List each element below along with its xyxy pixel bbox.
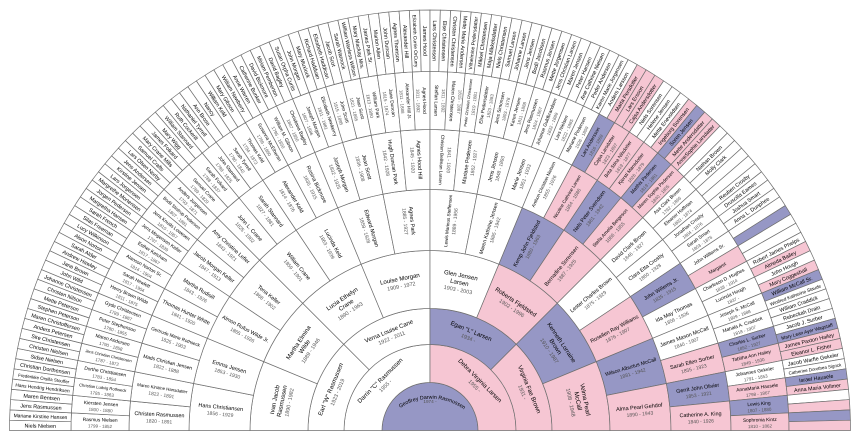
- svg-text:Jane Duncan1815 - 1874: Jane Duncan1815 - 1874: [382, 88, 397, 118]
- svg-text:Lewis Marinus Steffensen1889 -: Lewis Marinus Steffensen1889 - 1956: [443, 194, 461, 248]
- svg-text:Agnes Thomson: Agnes Thomson: [391, 23, 400, 63]
- svg-text:Frederikke Orsilla Stouffer: Frederikke Orsilla Stouffer: [18, 373, 70, 385]
- svg-text:Vilhelmine Pedersdatter: Vilhelmine Pedersdatter: [468, 16, 480, 70]
- svg-text:Sophronia Kintz1810 - 1862: Sophronia Kintz1810 - 1862: [743, 417, 778, 429]
- svg-text:Maren Bentsen: Maren Bentsen: [23, 393, 60, 402]
- svg-text:Christen Rasmussen1820 - 1891: Christen Rasmussen1820 - 1891: [134, 411, 185, 426]
- svg-text:Maren Christensen1815 - 1887: Maren Christensen1815 - 1887: [447, 81, 463, 123]
- svg-text:John Duncan: John Duncan: [381, 27, 390, 59]
- svg-text:Anna Maria Vollmer: Anna Maria Vollmer: [794, 383, 842, 394]
- svg-text:James Hood: James Hood: [421, 26, 427, 56]
- svg-text:Hans Christiansen1856 - 1929: Hans Christiansen1856 - 1929: [197, 403, 243, 420]
- svg-text:Agnes Hood Hill1845 - 1920: Agnes Hood Hill1845 - 1920: [408, 140, 423, 179]
- svg-text:Jean Scott1821 - 1895: Jean Scott1821 - 1895: [349, 96, 365, 122]
- svg-text:Christen Christensen: Christen Christensen: [448, 16, 457, 67]
- svg-text:Christen Bellman Larsen1841 -: Christen Bellman Larsen1841 - 1920: [438, 135, 453, 186]
- svg-text:Alexander Hill: Alexander Hill: [401, 25, 409, 59]
- svg-text:Catherine A. King1840 - 1926: Catherine A. King1840 - 1926: [679, 411, 722, 426]
- svg-text:Lars Christensen: Lars Christensen: [431, 20, 437, 61]
- svg-text:Alexander Hill Jr.1811 - 1888: Alexander Hill Jr.1811 - 1888: [398, 83, 412, 120]
- svg-text:Elizabeth Currie OrCurry: Elizabeth Currie OrCurry: [411, 15, 419, 68]
- svg-text:Kiersten Jensen1800 - 1880: Kiersten Jensen1800 - 1880: [83, 400, 118, 414]
- svg-text:Marion Allen: Marion Allen: [372, 29, 382, 59]
- svg-text:Christian Ludvig Rothseck1785: Christian Ludvig Rothseck1785 - 1863: [78, 382, 128, 399]
- svg-text:Alma Pearl Gehdof1890 - 1943: Alma Pearl Gehdof1890 - 1943: [616, 403, 664, 420]
- svg-text:Agnes Park1885 - 1927: Agnes Park1885 - 1927: [400, 206, 416, 236]
- svg-text:Mariane Kirstine Hansen: Mariane Kirstine Hansen: [14, 413, 68, 421]
- svg-text:1974 -: 1974 -: [423, 399, 437, 404]
- svg-text:Peder Christian Christensen181: Peder Christian Christensen1819 - 1881: [462, 78, 479, 127]
- svg-text:Mette Marie Andersen: Mette Marie Andersen: [457, 16, 468, 69]
- svg-text:AnnaMaria Hausele1798 - 1867: AnnaMaria Hausele1798 - 1867: [736, 383, 780, 400]
- svg-text:William Park1813 - 1890: William Park1813 - 1890: [365, 91, 381, 120]
- svg-text:Jens Rasmussen: Jens Rasmussen: [20, 403, 62, 412]
- svg-text:Lewis King1807 - 1880: Lewis King1807 - 1880: [747, 400, 772, 413]
- svg-text:Niels Nielsen: Niels Nielsen: [24, 424, 56, 430]
- svg-text:Israel Hausele: Israel Hausele: [799, 374, 834, 385]
- svg-text:Else Christensen: Else Christensen: [440, 21, 447, 62]
- svg-text:James Park Sr.: James Park Sr.: [361, 27, 373, 64]
- svg-text:Rasmus Nielsen1799 - 1852: Rasmus Nielsen1799 - 1852: [82, 417, 118, 429]
- svg-text:Sidse Nielsen: Sidse Nielsen: [30, 354, 64, 366]
- svg-text:Agnes Hood1811 - 1892: Agnes Hood1811 - 1892: [415, 87, 427, 114]
